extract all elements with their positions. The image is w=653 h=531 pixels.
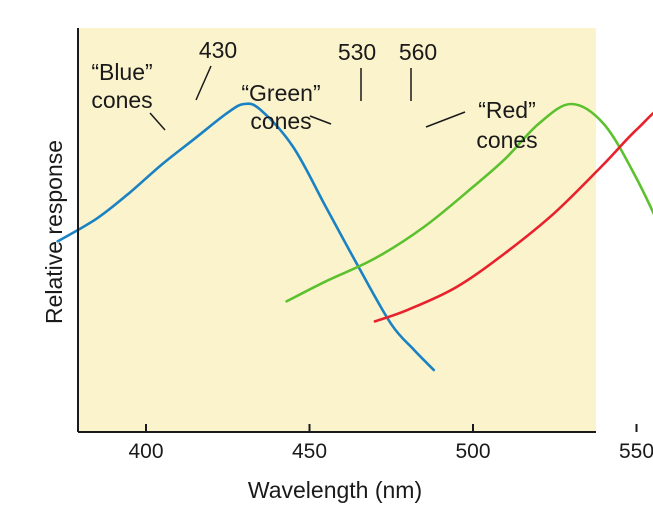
x-axis-ticks: 400450500550600650 xyxy=(128,424,653,463)
red-cones-label-line-1: “Red” xyxy=(478,97,536,123)
x-axis-title: Wavelength (nm) xyxy=(248,477,422,503)
x-tick-label-400: 400 xyxy=(128,440,163,463)
red-cones-label-line-2: cones xyxy=(476,127,537,153)
x-tick-label-450: 450 xyxy=(292,440,327,463)
series-callouts: 430“Blue”cones530“Green”cones560“Red”con… xyxy=(91,37,537,153)
red-cones-curve xyxy=(373,111,653,323)
blue-cones-label-line-2: cones xyxy=(91,87,152,113)
blue-cones-label-line-1: “Blue” xyxy=(91,59,152,85)
blue-cones-leader xyxy=(149,112,166,131)
x-tick-label-550: 550 xyxy=(619,440,653,463)
series-curves xyxy=(56,102,653,372)
red-peak-label: 560 xyxy=(399,39,437,65)
y-axis-title: Relative response xyxy=(41,140,67,324)
green-cones-label-line-2: cones xyxy=(250,108,311,134)
green-peak-label: 530 xyxy=(338,39,376,65)
green-cones-label-line-1: “Green” xyxy=(241,80,320,106)
x-tick-label-500: 500 xyxy=(455,440,490,463)
green-cones-leader xyxy=(309,115,332,125)
green-cones-curve xyxy=(285,102,653,303)
blue-peak-leader xyxy=(195,65,212,101)
red-cones-leader xyxy=(425,111,466,128)
blue-peak-label: 430 xyxy=(199,37,237,63)
